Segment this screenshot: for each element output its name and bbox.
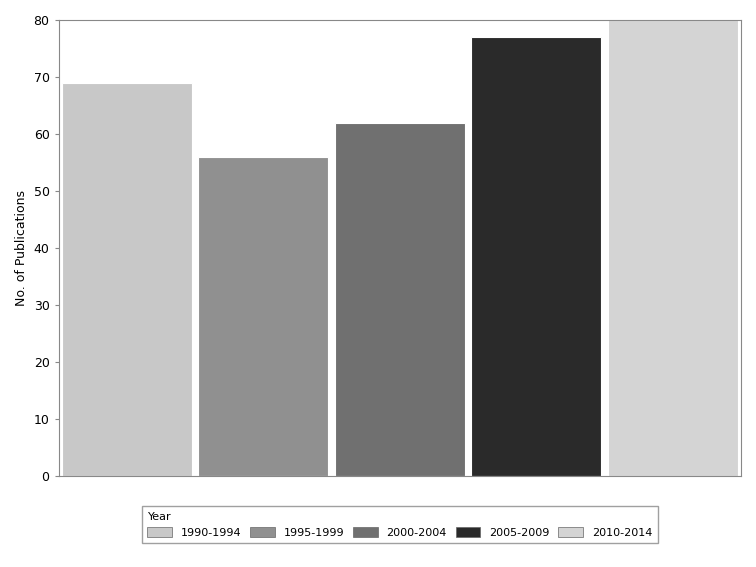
Bar <box>472 37 601 476</box>
Bar <box>608 20 738 476</box>
Bar <box>335 122 465 476</box>
Legend: 1990-1994, 1995-1999, 2000-2004, 2005-2009, 2010-2014: 1990-1994, 1995-1999, 2000-2004, 2005-20… <box>142 506 658 543</box>
Y-axis label: No. of Publications: No. of Publications <box>15 190 28 306</box>
Bar <box>62 83 192 476</box>
Bar <box>199 157 328 476</box>
